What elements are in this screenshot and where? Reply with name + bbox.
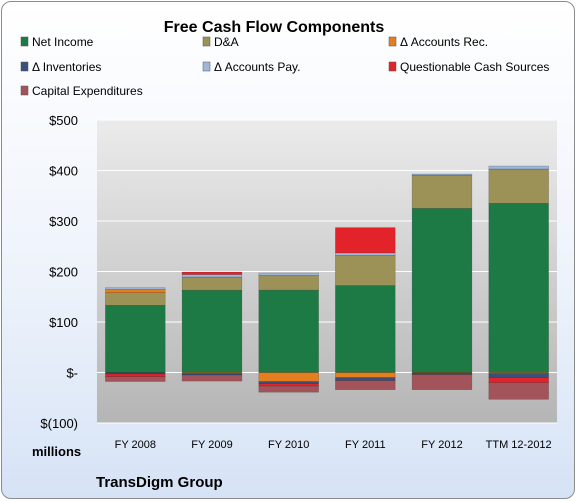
bar-segment [488, 203, 549, 373]
x-tick-label: FY 2011 [345, 439, 386, 451]
bar-segment [258, 385, 319, 393]
bar-segment [181, 274, 243, 278]
bar-segment [105, 287, 166, 290]
bar-segment [181, 374, 243, 382]
legend-swatch [388, 36, 397, 47]
legend: Net Income D&A Δ Accounts Rec. Δ Inventorie… [20, 35, 549, 98]
legend-swatch [20, 61, 29, 72]
company-name: TransDigm Group [96, 474, 223, 491]
legend-swatch [388, 61, 397, 72]
bar-segment [105, 292, 166, 306]
y-tick-label: $100 [49, 315, 78, 330]
bar-segment [181, 271, 243, 275]
legend-label: D&A [214, 35, 239, 49]
bar-segment [488, 377, 549, 384]
gridlines [97, 119, 557, 424]
x-tick-label: FY 2010 [268, 439, 309, 451]
x-tick-label: TTM 12-2012 [486, 439, 552, 451]
bar-segment [488, 382, 549, 400]
legend-swatch [202, 36, 211, 47]
bar-segment [411, 173, 473, 176]
legend-swatch [20, 36, 29, 47]
legend-label: Questionable Cash Sources [400, 60, 549, 74]
bar-segment [258, 289, 319, 373]
legend-swatch [202, 61, 211, 72]
bar-segment [488, 373, 549, 378]
bar-segment [105, 373, 166, 377]
bar-segment [335, 380, 396, 391]
bar-segment [335, 377, 396, 381]
bar-segment [335, 372, 396, 378]
y-axis: $500 $400 $300 $200 $100 $- $(100) [40, 113, 78, 431]
bar-segment [105, 304, 166, 373]
x-tick-label: FY 2012 [421, 439, 462, 451]
bar-segment [258, 275, 319, 291]
bar-segment [411, 208, 473, 373]
bars [105, 165, 549, 400]
bar-segment [258, 272, 319, 276]
y-tick-label: $- [66, 366, 78, 381]
chart-title: Free Cash Flow Components [164, 19, 385, 36]
y-tick-label: $300 [49, 214, 78, 229]
x-tick-label: FY 2009 [191, 439, 232, 451]
bar-segment [258, 372, 319, 382]
y-tick-label: $200 [49, 265, 78, 280]
bar-segment [411, 374, 473, 390]
y-tick-label: $(100) [40, 416, 78, 431]
bar-segment [181, 289, 243, 373]
legend-label: Δ Accounts Rec. [400, 35, 488, 49]
bar-segment [335, 285, 396, 373]
bar-segment [411, 174, 473, 209]
bar-segment [258, 383, 319, 387]
bar-segment [335, 227, 396, 254]
legend-swatch [20, 85, 29, 96]
y-tick-label: $500 [49, 113, 78, 128]
unit-label: millions [32, 444, 81, 459]
x-axis: FY 2008 FY 2009 FY 2010 FY 2011 FY 2012 TTM 1… [115, 439, 552, 451]
bar-segment [181, 276, 243, 291]
bar-segment [488, 168, 549, 204]
bar-segment [105, 288, 166, 294]
bar-segment [105, 376, 166, 382]
legend-label: Δ Accounts Pay. [214, 60, 301, 74]
bar-segment [488, 165, 549, 170]
bar-segment [335, 255, 396, 286]
legend-label: Net Income [32, 35, 94, 49]
x-tick-label: FY 2008 [115, 439, 156, 451]
legend-label: Δ Inventories [32, 60, 101, 74]
y-tick-label: $400 [49, 164, 78, 179]
legend-label: Capital Expenditures [32, 84, 143, 98]
